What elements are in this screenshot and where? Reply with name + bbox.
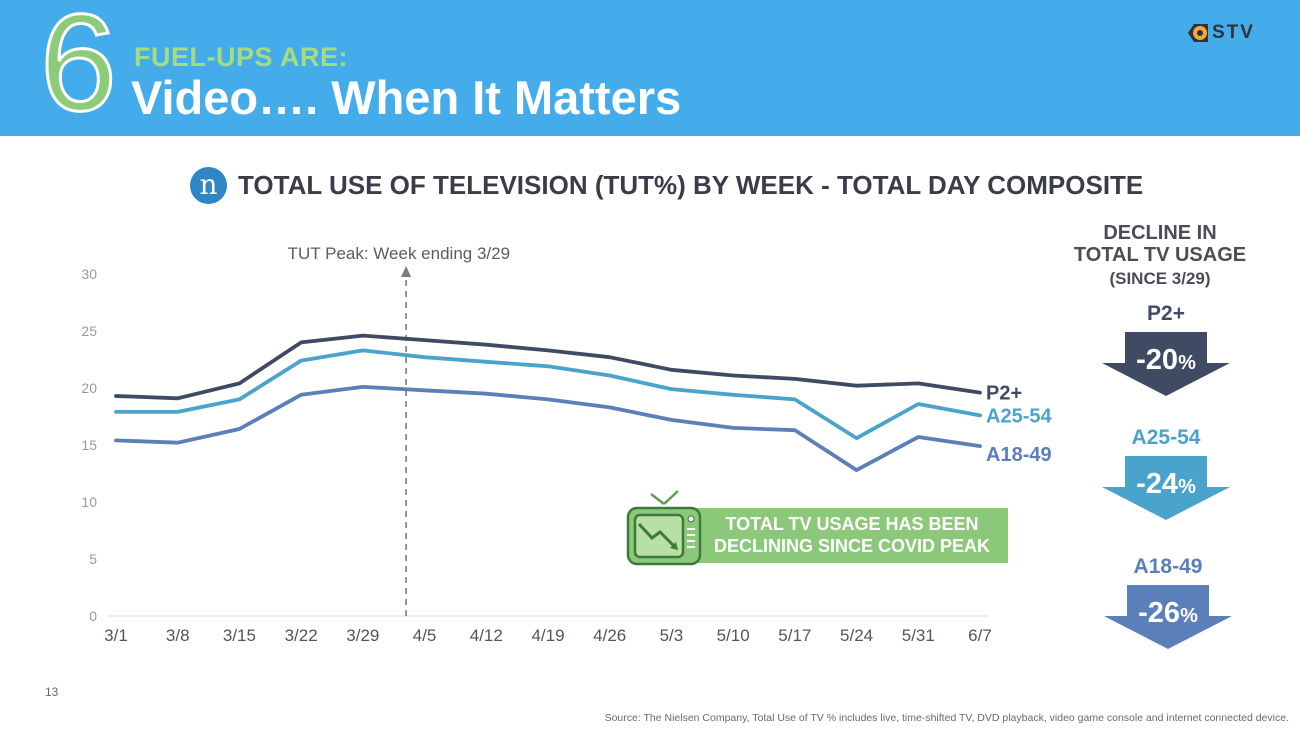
x-tick-label: 4/12 [470,626,503,645]
decline-heading: DECLINE IN TOTAL TV USAGE (SINCE 3/29) [1060,222,1260,288]
x-tick-label: 6/7 [968,626,992,645]
x-tick-label: 4/5 [413,626,437,645]
peak-marker-arrowhead [401,266,412,277]
header-banner: 6 FUEL-UPS ARE: Video…. When It Matters … [0,0,1300,136]
x-tick-label: 3/1 [104,626,128,645]
x-tick-label: 4/26 [593,626,626,645]
nielsen-logo-icon: n [190,166,227,204]
y-tick-label: 15 [81,437,97,453]
decline-heading-line1: DECLINE IN [1103,222,1217,244]
x-tick-label: 5/24 [840,626,873,645]
y-tick-label: 5 [89,551,97,567]
chart-title-row: n TOTAL USE OF TELEVISION (TUT%) BY WEEK… [190,166,1143,204]
series-label: A18-49 [986,444,1052,466]
section-number: 6 [39,0,119,140]
decline-number: -26 [1138,597,1181,629]
decline-number: -20 [1136,344,1179,376]
decline-a25-54: A25-54 -24% [1100,426,1232,522]
y-tick-label: 0 [89,608,97,624]
decline-heading-line3: (SINCE 3/29) [1109,268,1211,288]
x-tick-label: 5/31 [902,626,935,645]
page-title: Video…. When It Matters [131,71,682,124]
y-tick-label: 30 [81,266,97,282]
x-tick-label: 3/8 [166,626,190,645]
gstv-logo: STV [1186,20,1262,46]
source-note: Source: The Nielsen Company, Total Use o… [604,712,1289,724]
callout-box: TOTAL TV USAGE HAS BEEN DECLINING SINCE … [696,508,1008,563]
decline-label: A18-49 [1133,555,1203,578]
callout-line2: DECLINING SINCE COVID PEAK [713,535,991,556]
series-line-p2- [114,333,982,401]
gstv-logo-icon [1188,24,1208,42]
x-tick-label: 3/15 [223,626,256,645]
peak-annotation: TUT Peak: Week ending 3/29 [288,244,510,263]
series-line-a18-49 [114,384,982,473]
decline-value: -26% [1102,597,1234,630]
decline-unit: % [1178,352,1196,374]
decline-p2: P2+ -20% [1100,302,1232,398]
decline-unit: % [1178,476,1196,498]
callout-line1: TOTAL TV USAGE HAS BEEN [725,513,979,534]
decline-value: -20% [1100,344,1232,377]
decline-heading-line2: TOTAL TV USAGE [1073,244,1247,267]
decline-number: -24 [1136,468,1179,500]
x-tick-label: 3/29 [346,626,379,645]
callout: TOTAL TV USAGE HAS BEEN DECLINING SINCE … [626,490,1010,566]
decline-a18-49: A18-49 -26% [1102,555,1234,651]
series-label: A25-54 [986,405,1052,427]
x-tick-label: 4/19 [531,626,564,645]
down-arrow-icon: -20% [1100,332,1232,398]
x-tick-label: 3/22 [285,626,318,645]
logo-text: STV [1212,22,1255,43]
page-number: 13 [45,685,59,699]
decline-label: P2+ [1147,302,1185,325]
header-subtitle: FUEL-UPS ARE: [134,42,348,72]
decline-unit: % [1180,605,1198,627]
down-arrow-icon: -24% [1100,456,1232,522]
y-tick-label: 25 [81,323,97,339]
decline-label: A25-54 [1131,426,1201,449]
x-tick-label: 5/3 [660,626,684,645]
series-label: P2+ [986,383,1022,405]
decline-value: -24% [1100,468,1232,501]
down-arrow-icon: -26% [1102,585,1234,651]
x-tick-label: 5/10 [717,626,750,645]
chart-title: TOTAL USE OF TELEVISION (TUT%) BY WEEK -… [238,169,1144,200]
y-tick-label: 10 [81,494,97,510]
y-tick-label: 20 [81,380,97,396]
x-tick-label: 5/17 [778,626,811,645]
series-line-a25-54 [114,348,982,441]
tv-declining-icon [626,490,702,566]
